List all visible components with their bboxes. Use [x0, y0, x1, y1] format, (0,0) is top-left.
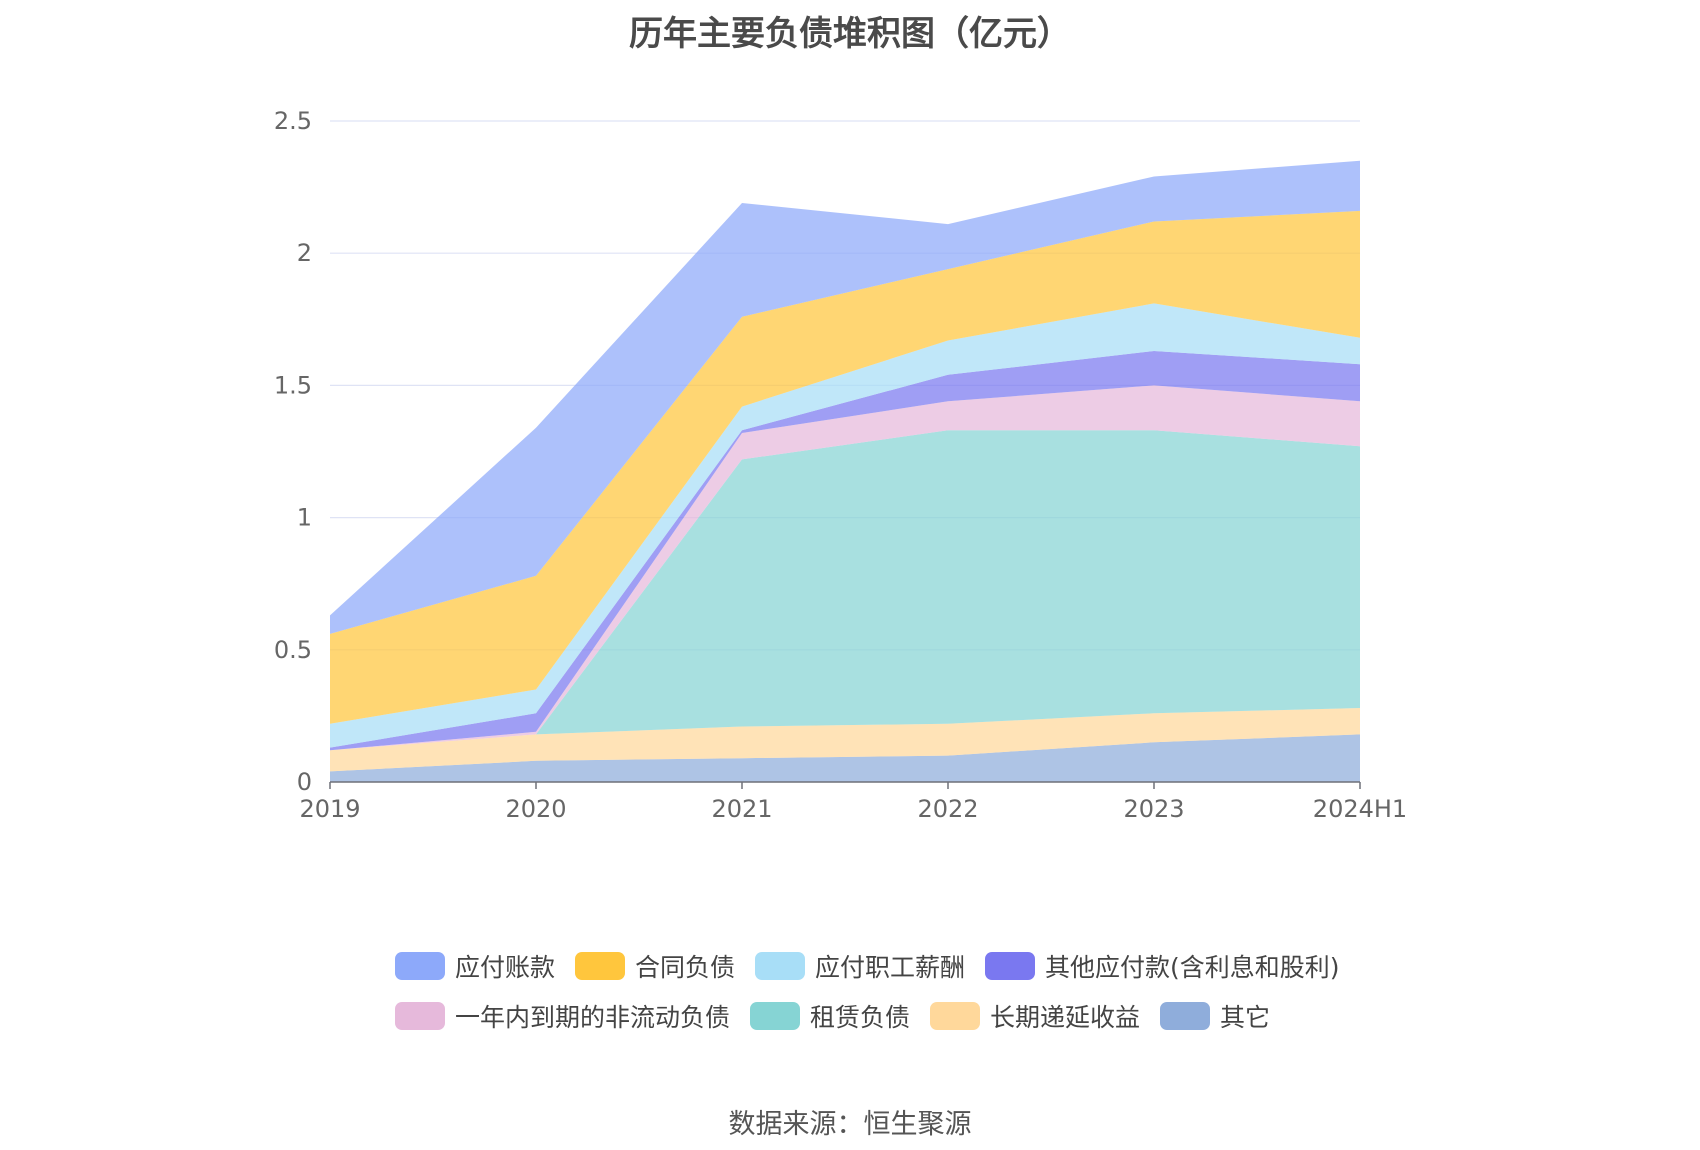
legend-item[interactable]: 长期递延收益	[930, 1000, 1140, 1032]
y-tick-label: 0	[297, 768, 312, 796]
area-合同负债	[330, 210, 1360, 724]
legend-swatch	[755, 952, 806, 980]
legend-swatch	[395, 1002, 445, 1030]
legend-item[interactable]: 其他应付款(含利息和股利)	[985, 950, 1340, 982]
legend: 应付账款 合同负债 应付职工薪酬 其他应付款(含利息和股利) 一年内到期的非流动负债 租赁…	[395, 950, 1355, 1032]
stacked-area-chart: 0 0.5 1 1.5 2 2.5 2019 2020 2021 2022 2023 2024H1	[274, 107, 1407, 823]
legend-item[interactable]: 应付职工薪酬	[755, 950, 965, 982]
legend-label: 合同负债	[635, 953, 736, 982]
legend-label: 长期递延收益	[990, 1003, 1141, 1032]
legend-item[interactable]: 合同负债	[575, 950, 735, 982]
legend-label: 其它	[1220, 1003, 1271, 1032]
area-长期递延收益	[330, 708, 1360, 772]
area-应付职工薪酬	[330, 303, 1360, 748]
legend-label: 其他应付款(含利息和股利)	[1045, 953, 1340, 982]
legend-item[interactable]: 应付账款	[395, 950, 555, 982]
legend-swatch	[575, 952, 626, 980]
area-租赁负债	[330, 430, 1360, 751]
legend-swatch	[1160, 1002, 1211, 1030]
area-一年内到期的非流动负债	[330, 385, 1360, 751]
x-tick-label: 2019	[299, 795, 360, 823]
legend-label: 租赁负债	[810, 1003, 911, 1032]
y-tick-label: 2.5	[274, 107, 312, 135]
x-tick-label: 2024H1	[1313, 795, 1407, 823]
y-tick-label: 1.5	[274, 371, 312, 399]
y-tick-label: 1	[297, 504, 312, 532]
legend-swatch	[930, 1002, 981, 1030]
legend-label: 一年内到期的非流动负债	[455, 1003, 731, 1032]
area-其它	[330, 734, 1360, 782]
legend-swatch	[395, 952, 445, 980]
x-tick-label: 2020	[505, 795, 566, 823]
legend-label: 应付职工薪酬	[815, 953, 966, 982]
x-tick-label: 2021	[711, 795, 772, 823]
legend-item[interactable]: 其它	[1160, 1000, 1270, 1032]
area-应付账款	[330, 160, 1360, 634]
area-其他应付款(含利息和股利)	[330, 351, 1360, 751]
legend-swatch	[985, 952, 1036, 980]
x-tick-label: 2022	[917, 795, 978, 823]
legend-swatch	[750, 1002, 801, 1030]
y-tick-label: 0.5	[274, 636, 312, 664]
axes: 0 0.5 1 1.5 2 2.5 2019 2020 2021 2022 2023 2024H1	[274, 107, 1407, 823]
legend-label: 应付账款	[455, 953, 556, 982]
source-note: 数据来源：恒生聚源	[728, 1109, 972, 1140]
legend-item[interactable]: 租赁负债	[750, 1000, 910, 1032]
y-tick-label: 2	[297, 239, 312, 267]
x-tick-label: 2023	[1123, 795, 1184, 823]
legend-item[interactable]: 一年内到期的非流动负债	[395, 1000, 730, 1032]
area-series	[330, 160, 1360, 782]
chart-title: 历年主要负债堆积图（亿元）	[629, 14, 1071, 54]
